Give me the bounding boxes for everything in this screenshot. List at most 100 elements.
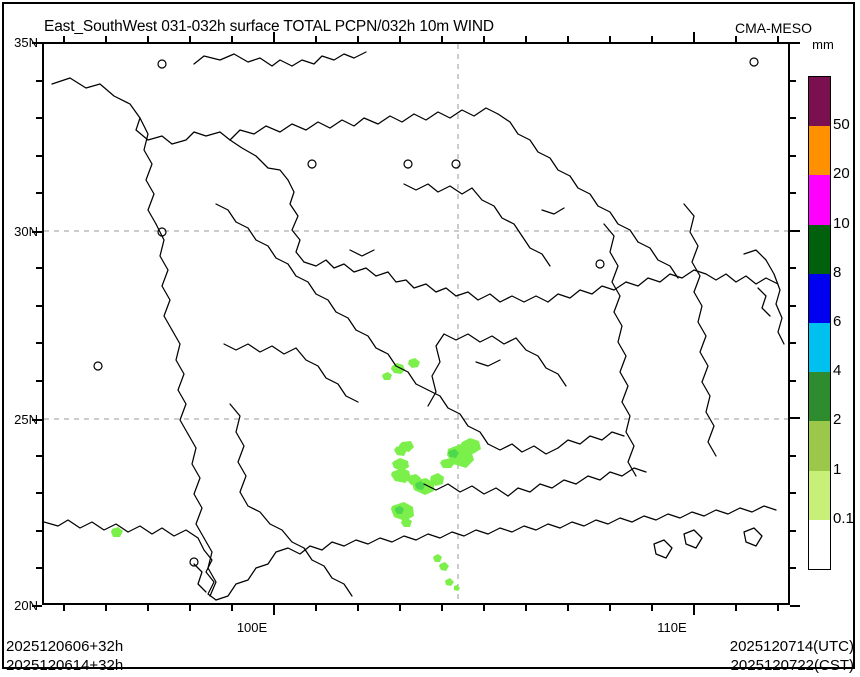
model-label: CMA-MESO [735,20,812,36]
xtick-minor-102E [357,36,360,42]
ytick-minor-27N [790,342,796,345]
ytick-major-35N [32,42,42,44]
colorbar[interactable] [808,76,831,570]
ytick-minor-28N [790,304,796,307]
colorbar-label-1: 1 [833,460,842,478]
xtick-minor-103E [399,36,402,42]
colorbar-band-8 [809,224,830,274]
ytick-minor-24N [790,454,796,457]
xtick-minor-95E [63,36,65,42]
xtick-minor-97E [147,605,150,611]
ytick-minor-34N [36,79,42,82]
colorbar-unit-label: mm [812,37,834,52]
colorbar-band-10 [809,175,830,225]
xtick-major-110E [693,32,696,42]
ytick-minor-22N [790,529,796,532]
colorbar-label-6: 6 [833,313,842,330]
colorbar-band-20 [809,126,830,176]
xtick-minor-109E [651,605,654,611]
footer-valid-time-utc: 2025120714(UTC) [729,638,854,655]
precip-band-1 [395,449,459,514]
ytick-major-right-30N [790,229,800,232]
xtick-minor-96E [105,605,108,611]
ytick-minor-22N [36,529,42,532]
colorbar-band-4 [809,322,830,373]
xtick-minor-107E [567,605,570,611]
footer-valid-time-cst: 2025120722(CST) [730,657,854,674]
colorbar-band-6 [809,273,830,323]
xtick-major-100E [273,32,276,42]
colorbar-band-1 [809,421,830,471]
xtick-minor-108E [609,36,612,42]
ytick-major-right-20N [790,605,800,607]
xtick-minor-112E [777,36,780,42]
xtick-minor-96E [105,36,108,42]
xtick-minor-104E [441,605,444,611]
xtick-minor-104E [441,36,444,42]
xtick-minor-112E [777,605,780,611]
ytick-minor-34N [790,79,796,82]
xtick-label-100E: 100E [236,620,268,635]
ytick-major-right-25N [790,417,800,420]
colorbar-label-0.1: 0.1 [833,509,854,527]
xtick-label-110E: 110E [657,620,687,635]
ytick-minor-31N [36,192,42,195]
xtick-minor-106E [525,36,528,42]
ytick-minor-26N [36,379,42,382]
ytick-minor-27N [36,342,42,345]
ytick-label-20N: 20N [14,598,38,613]
colorbar-label-10: 10 [833,214,850,232]
footer-init-time-cst: 2025120614+32h [6,657,124,674]
colorbar-band-50 [809,77,830,127]
ytick-minor-24N [36,454,42,457]
xtick-minor-105E [483,605,486,611]
colorbar-label-8: 8 [833,263,842,281]
xtick-minor-98E [189,605,192,611]
colorbar-label-2: 2 [833,411,842,429]
colorbar-band-below-min [809,519,830,569]
ytick-minor-26N [790,379,796,382]
ytick-major-25N [32,419,42,421]
colorbar-label-4: 4 [833,362,842,380]
xtick-minor-101E [315,605,318,611]
xtick-minor-98E [189,36,192,42]
map-boundaries [44,51,785,601]
xtick-minor-111E [735,605,738,611]
ytick-label-25N: 25N [14,412,38,427]
ytick-minor-29N [790,267,796,270]
xtick-minor-107E [567,36,570,42]
xtick-minor-109E [651,36,654,42]
ytick-minor-28N [36,304,42,307]
xtick-minor-99E [231,605,234,611]
precip-band-0.1 [111,358,481,591]
graticule-gridlines [44,44,788,603]
xtick-minor-103E [399,605,402,611]
ytick-label-30N: 30N [14,224,38,239]
calm-wind-markers [93,57,759,567]
xtick-minor-95E [63,605,65,611]
colorbar-band-2 [809,372,830,422]
ytick-minor-23N [790,492,796,495]
ytick-minor-32N [790,154,796,157]
colorbar-band-0.1 [809,470,830,520]
colorbar-label-50: 50 [833,116,850,134]
xtick-minor-101E [315,36,318,42]
ytick-minor-31N [790,192,796,195]
ytick-minor-32N [36,154,42,157]
ytick-major-30N [32,231,42,233]
ytick-major-right-35N [790,42,800,44]
xtick-minor-99E [231,36,234,42]
xtick-minor-105E [483,36,486,42]
xtick-major-110E [693,605,696,615]
xtick-minor-97E [147,36,150,42]
ytick-minor-33N [36,117,42,120]
ytick-minor-21N [36,567,42,570]
ytick-minor-29N [36,267,42,270]
xtick-minor-108E [609,605,612,611]
colorbar-label-20: 20 [833,165,850,183]
ytick-major-20N [32,605,42,607]
xtick-major-100E [273,605,276,615]
ytick-label-35N: 35N [14,35,38,50]
map-plot-area[interactable] [42,42,790,605]
